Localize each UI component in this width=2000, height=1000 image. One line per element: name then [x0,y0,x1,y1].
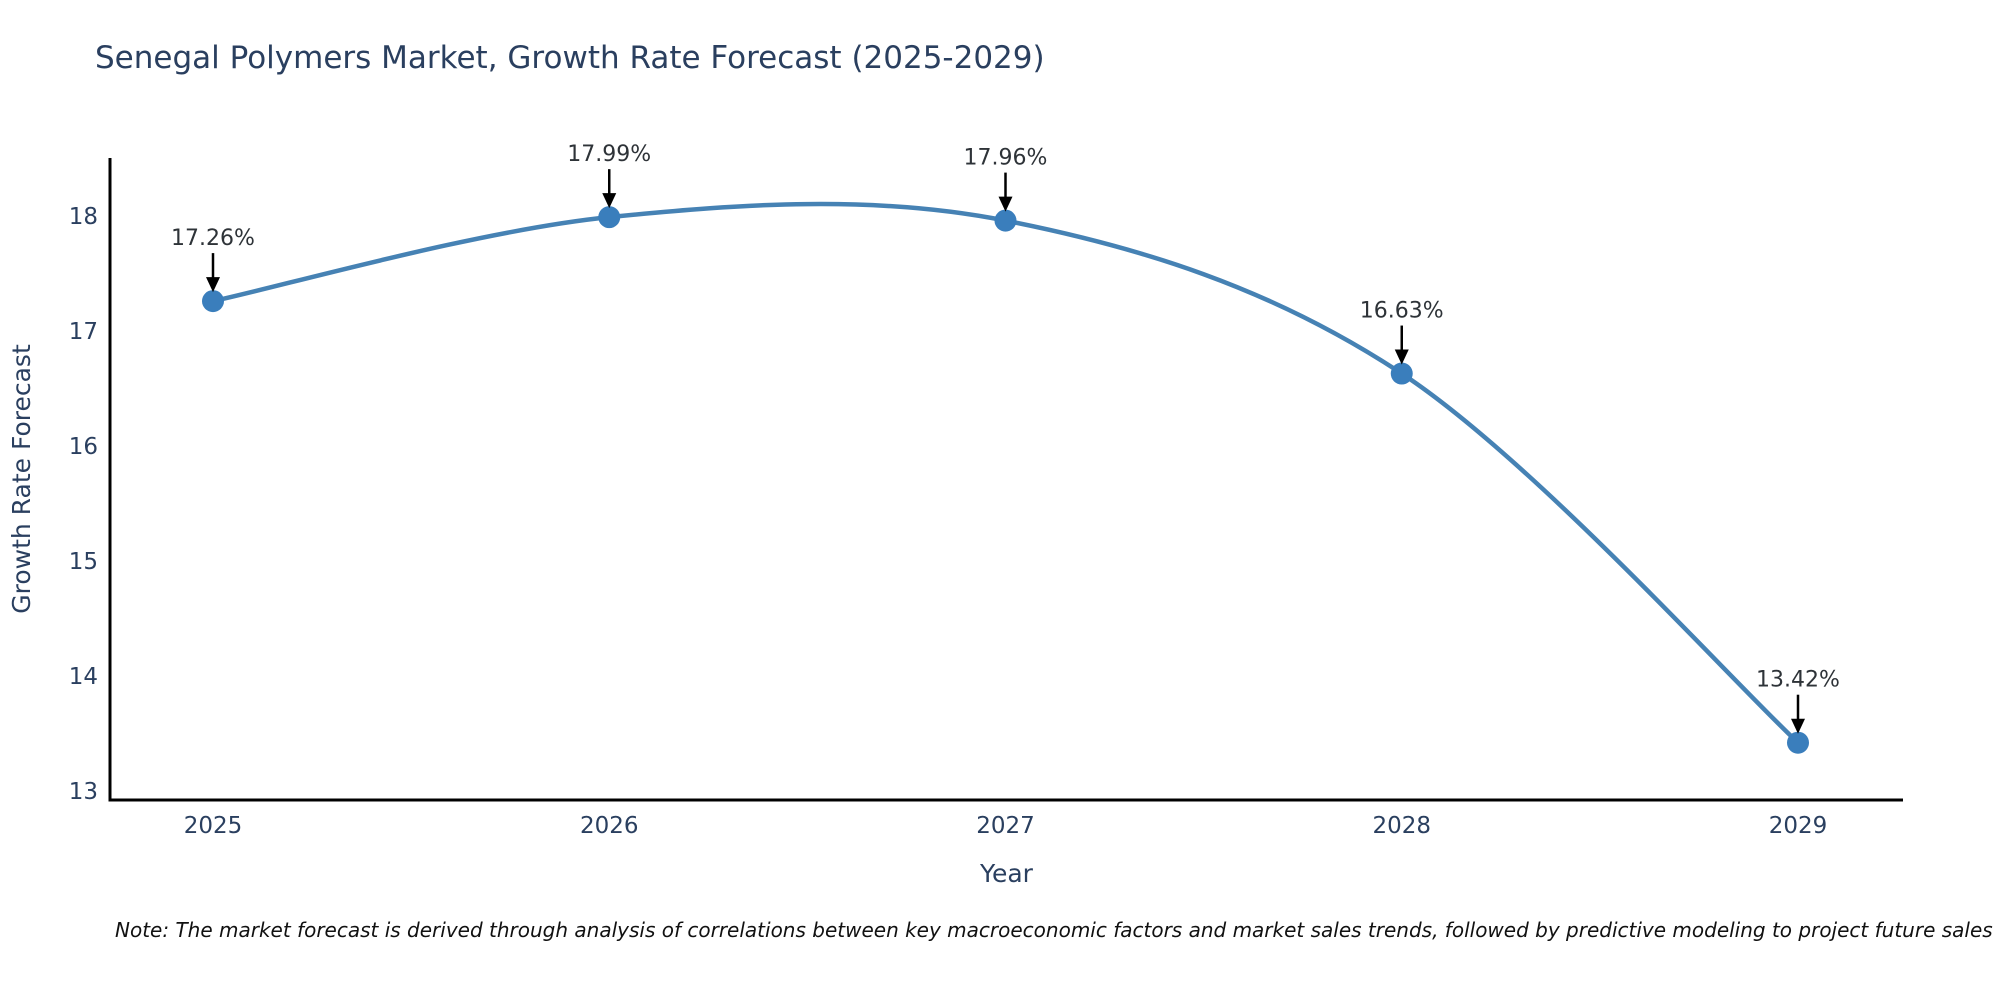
data-point-marker [598,206,621,229]
y-tick-label: 14 [69,664,98,690]
y-tick-label: 17 [69,319,98,345]
data-point-label: 16.63% [1360,299,1444,324]
x-tick-label: 2029 [1769,813,1828,839]
x-tick-label: 2026 [580,813,639,839]
x-tick-label: 2025 [184,813,243,839]
annotation-arrowhead [206,277,220,293]
data-point-label: 17.99% [567,142,651,167]
annotation-arrowhead [1791,718,1805,734]
annotation-arrowhead [1394,349,1409,365]
x-tick-label: 2028 [1372,813,1431,839]
data-point-label: 17.26% [171,226,255,251]
data-point-label: 17.96% [964,146,1048,171]
x-axis-title: Year [979,859,1034,888]
data-point-marker [994,209,1017,232]
y-axis-title: Growth Rate Forecast [7,344,36,614]
data-point-marker [1787,731,1809,754]
chart-footnote: Note: The market forecast is derived thr… [115,918,1993,942]
y-tick-label: 16 [69,434,98,460]
y-tick-label: 15 [69,549,98,575]
y-tick-label: 18 [69,204,98,230]
y-tick-label: 13 [69,779,98,805]
series-line [212,201,1800,745]
data-point-marker [1390,362,1413,385]
data-point-label: 13.42% [1756,668,1840,693]
x-tick-label: 2027 [976,813,1035,839]
annotation-arrowhead [998,196,1013,212]
annotation-arrowhead [602,193,617,209]
chart-title: Senegal Polymers Market, Growth Rate For… [95,40,1045,76]
data-point-marker [202,290,224,313]
